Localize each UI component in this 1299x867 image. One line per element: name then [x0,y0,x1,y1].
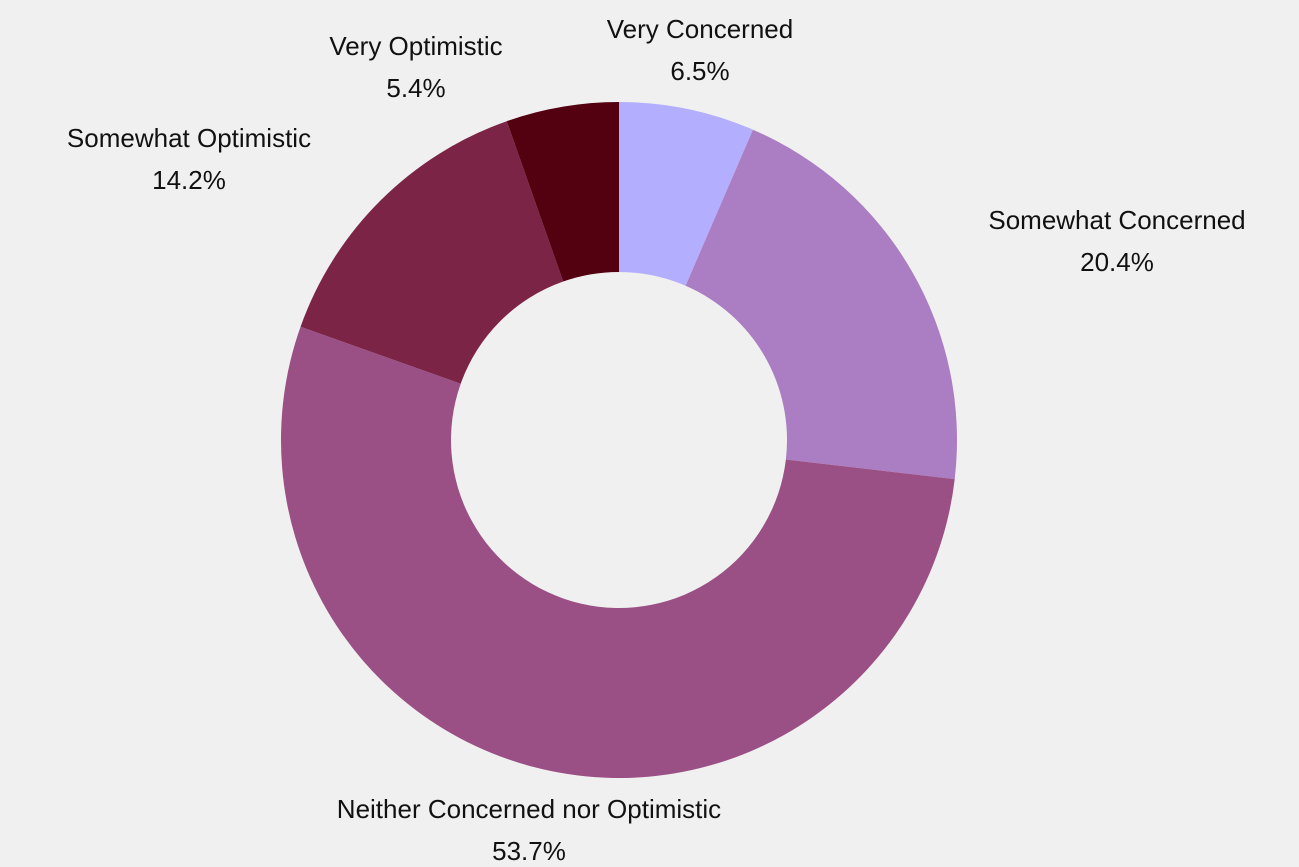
donut-slices [281,102,957,778]
slice-label-value: 6.5% [670,56,729,86]
slice-label-value: 5.4% [386,73,445,103]
slice-somewhat-concerned [685,129,957,480]
slice-very-concerned [619,102,753,286]
slice-very-optimistic [506,102,619,282]
slice-label-name: Very Optimistic [329,31,502,61]
slice-label-value: 20.4% [1080,247,1154,277]
slice-neither-concerned-nor-optimistic [281,326,955,778]
slice-labels: Very Concerned 6.5% Somewhat Concerned 20.4… [67,14,1246,866]
slice-label-name: Neither Concerned nor Optimistic [337,794,721,824]
slice-label-name: Somewhat Concerned [988,205,1245,235]
slice-label-value: 14.2% [152,165,226,195]
slice-label-name: Somewhat Optimistic [67,123,311,153]
slice-somewhat-optimistic [300,121,564,384]
slice-label-name: Very Concerned [607,14,793,44]
slice-label-value: 53.7% [492,836,566,866]
